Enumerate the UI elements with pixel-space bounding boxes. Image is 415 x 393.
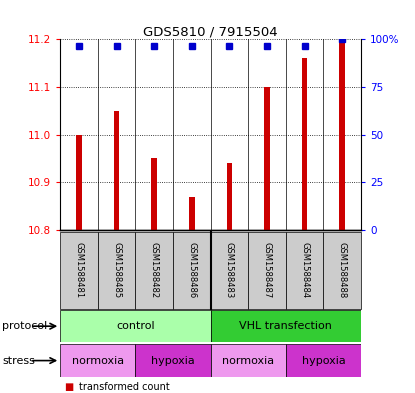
Bar — [60, 344, 135, 377]
Text: hypoxia: hypoxia — [151, 356, 195, 365]
Text: GSM1588483: GSM1588483 — [225, 242, 234, 298]
Text: control: control — [116, 321, 155, 331]
Bar — [211, 232, 248, 309]
Text: GSM1588488: GSM1588488 — [338, 242, 347, 298]
Bar — [151, 158, 157, 230]
Bar — [286, 344, 361, 377]
Text: GSM1588481: GSM1588481 — [74, 242, 83, 298]
Bar — [211, 310, 361, 342]
Text: stress: stress — [2, 356, 35, 365]
Text: GSM1588482: GSM1588482 — [150, 242, 159, 298]
Bar — [135, 232, 173, 309]
Bar — [114, 111, 120, 230]
Text: normoxia: normoxia — [222, 356, 274, 365]
Bar — [323, 232, 361, 309]
Text: VHL transfection: VHL transfection — [239, 321, 332, 331]
Bar — [286, 232, 323, 309]
Bar — [264, 87, 270, 230]
Text: hypoxia: hypoxia — [302, 356, 345, 365]
Bar — [98, 232, 135, 309]
Text: protocol: protocol — [2, 321, 47, 331]
Bar — [339, 39, 345, 230]
Text: GSM1588486: GSM1588486 — [187, 242, 196, 298]
Bar — [248, 232, 286, 309]
Bar — [227, 163, 232, 230]
Bar — [60, 310, 211, 342]
Bar — [211, 344, 286, 377]
Text: transformed count: transformed count — [79, 382, 170, 392]
Text: ■: ■ — [64, 382, 73, 392]
Text: normoxia: normoxia — [72, 356, 124, 365]
Text: GSM1588484: GSM1588484 — [300, 242, 309, 298]
Bar — [76, 135, 82, 230]
Text: GSM1588485: GSM1588485 — [112, 242, 121, 298]
Bar — [189, 196, 195, 230]
Bar — [173, 232, 211, 309]
Bar — [135, 344, 210, 377]
Text: GSM1588487: GSM1588487 — [263, 242, 271, 298]
Bar — [302, 59, 308, 230]
Title: GDS5810 / 7915504: GDS5810 / 7915504 — [143, 25, 278, 38]
Bar — [60, 232, 98, 309]
